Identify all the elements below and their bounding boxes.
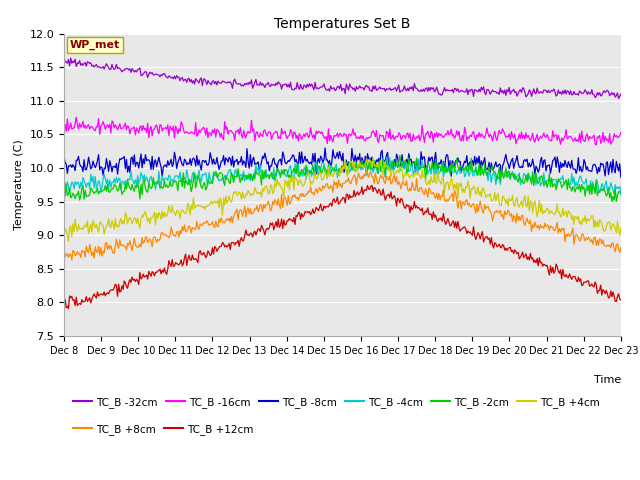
TC_B -16cm bbox=[606, 131, 614, 136]
TC_B +8cm bbox=[362, 168, 370, 174]
TC_B -32cm bbox=[617, 91, 625, 97]
Line: TC_B -32cm: TC_B -32cm bbox=[64, 57, 621, 98]
TC_B +12cm bbox=[65, 306, 72, 312]
Line: TC_B -4cm: TC_B -4cm bbox=[64, 157, 621, 195]
TC_B -2cm bbox=[362, 160, 369, 166]
TC_B -2cm bbox=[392, 163, 399, 169]
TC_B -2cm bbox=[518, 177, 525, 183]
TC_B -4cm bbox=[383, 155, 390, 160]
TC_B -32cm bbox=[392, 84, 399, 90]
TC_B +4cm bbox=[362, 156, 370, 162]
Line: TC_B +4cm: TC_B +4cm bbox=[64, 158, 621, 241]
TC_B -4cm bbox=[60, 182, 68, 188]
TC_B -4cm bbox=[393, 162, 401, 168]
TC_B +8cm bbox=[394, 182, 401, 188]
TC_B -16cm bbox=[393, 133, 401, 139]
TC_B -16cm bbox=[518, 129, 525, 135]
Line: TC_B -8cm: TC_B -8cm bbox=[64, 148, 621, 177]
TC_B -16cm bbox=[329, 139, 337, 145]
TC_B +4cm bbox=[519, 204, 527, 209]
TC_B -16cm bbox=[60, 123, 68, 129]
TC_B +4cm bbox=[394, 168, 401, 173]
TC_B +4cm bbox=[326, 174, 333, 180]
TC_B +12cm bbox=[394, 195, 401, 201]
TC_B -32cm bbox=[324, 86, 332, 92]
TC_B -16cm bbox=[593, 142, 600, 148]
TC_B +8cm bbox=[617, 245, 625, 251]
TC_B +8cm bbox=[519, 212, 527, 218]
TC_B -32cm bbox=[516, 87, 524, 93]
Title: Temperatures Set B: Temperatures Set B bbox=[274, 17, 411, 31]
TC_B -2cm bbox=[324, 162, 332, 168]
TC_B +4cm bbox=[606, 219, 614, 225]
TC_B +8cm bbox=[329, 190, 337, 195]
TC_B +8cm bbox=[68, 257, 76, 263]
TC_B +8cm bbox=[326, 186, 333, 192]
TC_B -8cm bbox=[605, 172, 612, 178]
TC_B -4cm bbox=[605, 184, 612, 190]
TC_B +12cm bbox=[60, 299, 68, 305]
TC_B +12cm bbox=[326, 201, 333, 207]
TC_B +4cm bbox=[617, 225, 625, 231]
TC_B -16cm bbox=[72, 114, 80, 120]
TC_B -8cm bbox=[393, 151, 401, 157]
TC_B -2cm bbox=[608, 199, 616, 204]
TC_B -8cm bbox=[362, 163, 370, 168]
Text: Time: Time bbox=[593, 375, 621, 385]
TC_B -4cm bbox=[617, 192, 625, 198]
TC_B +12cm bbox=[519, 249, 527, 255]
TC_B -32cm bbox=[615, 96, 623, 101]
TC_B -8cm bbox=[321, 145, 329, 151]
TC_B +12cm bbox=[362, 188, 370, 193]
TC_B -16cm bbox=[362, 135, 370, 141]
TC_B +4cm bbox=[65, 238, 72, 244]
Line: TC_B -16cm: TC_B -16cm bbox=[64, 117, 621, 145]
TC_B -2cm bbox=[328, 167, 335, 173]
TC_B +8cm bbox=[606, 242, 614, 248]
TC_B +12cm bbox=[329, 197, 337, 203]
TC_B +4cm bbox=[369, 155, 377, 161]
TC_B -32cm bbox=[362, 84, 369, 90]
TC_B -8cm bbox=[329, 147, 337, 153]
TC_B -2cm bbox=[396, 152, 404, 158]
TC_B +12cm bbox=[617, 297, 625, 303]
TC_B -2cm bbox=[617, 189, 625, 195]
TC_B -8cm bbox=[326, 158, 333, 164]
Text: WP_met: WP_met bbox=[70, 40, 120, 50]
TC_B -8cm bbox=[617, 174, 625, 180]
TC_B -16cm bbox=[617, 130, 625, 135]
TC_B -4cm bbox=[328, 165, 335, 170]
TC_B +4cm bbox=[60, 230, 68, 236]
TC_B +8cm bbox=[364, 171, 371, 177]
TC_B -32cm bbox=[328, 86, 335, 92]
Line: TC_B +12cm: TC_B +12cm bbox=[64, 185, 621, 309]
Line: TC_B +8cm: TC_B +8cm bbox=[64, 171, 621, 260]
TC_B -32cm bbox=[604, 87, 611, 93]
TC_B -8cm bbox=[518, 163, 525, 169]
TC_B -2cm bbox=[60, 190, 68, 196]
TC_B -8cm bbox=[60, 153, 68, 159]
TC_B -4cm bbox=[518, 178, 525, 183]
Legend: TC_B +8cm, TC_B +12cm: TC_B +8cm, TC_B +12cm bbox=[69, 420, 258, 439]
Line: TC_B -2cm: TC_B -2cm bbox=[64, 155, 621, 202]
TC_B +12cm bbox=[368, 182, 376, 188]
TC_B -4cm bbox=[324, 168, 332, 174]
Y-axis label: Temperature (C): Temperature (C) bbox=[14, 139, 24, 230]
TC_B -4cm bbox=[362, 163, 369, 169]
TC_B -16cm bbox=[326, 138, 333, 144]
TC_B +4cm bbox=[329, 174, 337, 180]
TC_B -32cm bbox=[60, 54, 68, 60]
TC_B +8cm bbox=[60, 247, 68, 252]
TC_B +12cm bbox=[606, 294, 614, 300]
TC_B -2cm bbox=[605, 186, 612, 192]
